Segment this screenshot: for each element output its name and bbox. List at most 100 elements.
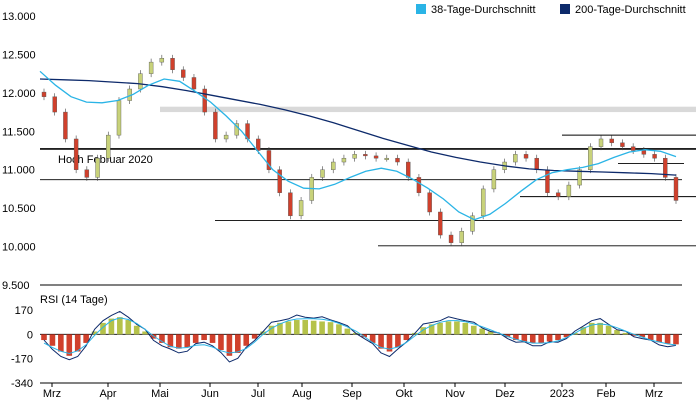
rsi-bar xyxy=(521,334,528,342)
candle-body xyxy=(363,154,368,157)
y-tick-label: 12.500 xyxy=(2,49,36,61)
candle-body xyxy=(588,146,593,170)
rsi-bar xyxy=(167,334,174,348)
rsi-bar xyxy=(268,325,275,335)
rsi-bar xyxy=(361,334,368,338)
rsi-bar xyxy=(294,320,300,335)
candle-body xyxy=(534,157,539,170)
rsi-bar xyxy=(403,334,410,341)
rsi-bar xyxy=(538,334,544,343)
rsi-bar xyxy=(588,322,595,335)
rsi-bar xyxy=(108,318,115,335)
resistance-zone xyxy=(160,106,696,113)
rsi-y-tick-label: -340 xyxy=(11,378,33,390)
rsi-bar xyxy=(319,321,325,335)
candle-body xyxy=(256,138,261,151)
candle-body xyxy=(116,100,122,136)
candle-body xyxy=(652,154,657,159)
legend-label-1: 38-Tage-Durchschnitt xyxy=(431,4,536,16)
rsi-bar xyxy=(327,322,334,335)
rsi-bar xyxy=(209,334,216,343)
rsi-bar xyxy=(243,334,250,346)
rsi-bar xyxy=(614,330,620,335)
x-tick-label: Nov xyxy=(445,388,465,400)
rsi-bar xyxy=(631,334,637,336)
candle-body xyxy=(555,192,561,197)
rsi-bar xyxy=(378,334,384,349)
candle-body xyxy=(266,150,272,170)
candle-body xyxy=(416,177,422,193)
rsi-bar xyxy=(344,328,351,335)
rsi-bar xyxy=(445,321,452,335)
x-tick-label: Jun xyxy=(201,388,219,400)
candle-body xyxy=(213,111,218,140)
rsi-bar xyxy=(437,322,443,335)
ma38-line xyxy=(39,70,677,221)
rsi-bar xyxy=(176,334,182,349)
candle-body xyxy=(288,192,293,217)
candle-body xyxy=(470,215,475,232)
annotation-hoch-februar-2020: Hoch Februar 2020 xyxy=(58,154,153,166)
x-tick-label: Feb xyxy=(597,388,616,400)
x-tick-label: Mai xyxy=(151,388,169,400)
legend-label-2: 200-Tage-Durchschnitt xyxy=(575,4,686,16)
rsi-bar xyxy=(91,331,98,335)
candle-body xyxy=(298,200,304,217)
rsi-bar xyxy=(386,334,393,352)
x-axis: Mrz Apr Mai Jun Jul Aug Sep Okt Nov Dez 2023 Feb Mrz xyxy=(40,382,682,400)
candle-body xyxy=(384,157,389,160)
rsi-bar xyxy=(462,322,469,335)
rsi-bar xyxy=(192,334,199,343)
rsi-bar xyxy=(142,331,148,335)
rsi-bar xyxy=(218,334,224,351)
rsi-bar xyxy=(49,334,56,346)
y-tick-label: 11.000 xyxy=(2,165,35,177)
rsi-bar xyxy=(66,334,73,356)
y-tick-label: 13.000 xyxy=(2,11,36,23)
candle-body xyxy=(63,111,68,140)
candle-body xyxy=(73,138,79,170)
rsi-bar xyxy=(117,317,123,335)
rsi-title: RSI (14 Tage) xyxy=(40,294,108,306)
candle-body xyxy=(673,177,679,201)
rsi-bar xyxy=(529,334,536,343)
candle-body xyxy=(352,154,357,159)
rsi-bar xyxy=(201,334,207,341)
rsi-y-tick-label: 170 xyxy=(15,305,33,317)
candle-body xyxy=(459,230,464,243)
candle-body xyxy=(523,154,529,159)
rsi-bar xyxy=(83,334,89,343)
candle-body xyxy=(41,91,47,97)
candle-body xyxy=(170,58,175,70)
candle-body xyxy=(513,154,518,163)
rsi-bar xyxy=(605,325,612,335)
candle-body xyxy=(491,169,497,190)
candle-body xyxy=(566,184,572,197)
rsi-bar xyxy=(58,334,64,352)
candle-body xyxy=(641,150,647,155)
rsi-bar xyxy=(664,334,671,344)
rsi-bar xyxy=(597,322,603,335)
rsi-bar xyxy=(133,325,140,335)
x-tick-label: Sep xyxy=(342,388,362,400)
candle-body xyxy=(159,58,165,63)
candle-body xyxy=(427,192,432,213)
rsi-bar xyxy=(487,331,494,335)
rsi-bar xyxy=(159,334,165,343)
candle-body xyxy=(52,96,57,113)
rsi-bar xyxy=(428,324,435,335)
rsi-bar xyxy=(622,332,629,335)
rsi-bar xyxy=(41,334,47,341)
x-tick-label: 2023 xyxy=(550,388,574,400)
legend-swatch-1 xyxy=(416,4,426,14)
rsi-bar xyxy=(454,321,460,335)
candle-body xyxy=(320,169,325,178)
rsi-bar xyxy=(184,334,191,348)
candle-body xyxy=(234,123,240,136)
x-tick-label: Mrz xyxy=(43,388,61,400)
rsi-bar xyxy=(647,334,654,341)
rsi-bar xyxy=(226,334,233,356)
x-tick-label: Okt xyxy=(395,388,412,400)
rsi-panel: RSI (14 Tage) 170 0 -170 -340 xyxy=(11,294,682,390)
